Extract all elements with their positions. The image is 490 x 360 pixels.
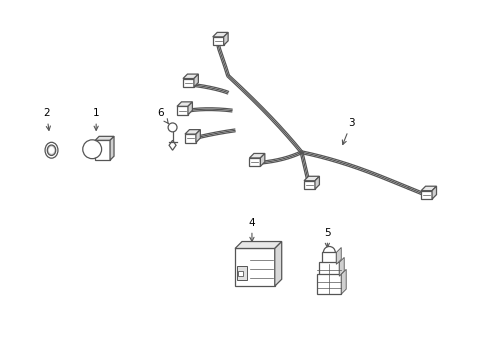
- Polygon shape: [235, 242, 282, 248]
- Polygon shape: [223, 32, 228, 45]
- Text: 2: 2: [43, 108, 50, 130]
- Bar: [237, 266, 247, 280]
- Bar: [95, 140, 110, 160]
- Bar: [213, 37, 223, 45]
- Polygon shape: [339, 257, 344, 276]
- Bar: [421, 191, 432, 199]
- Polygon shape: [95, 136, 114, 140]
- Bar: [238, 271, 243, 276]
- Polygon shape: [110, 136, 114, 160]
- Bar: [319, 262, 339, 276]
- Ellipse shape: [45, 142, 58, 158]
- Polygon shape: [432, 186, 437, 199]
- Text: 4: 4: [248, 218, 255, 242]
- Polygon shape: [275, 242, 282, 286]
- Text: 1: 1: [93, 108, 99, 130]
- Polygon shape: [183, 74, 198, 78]
- Circle shape: [168, 123, 177, 132]
- Polygon shape: [188, 102, 193, 115]
- Ellipse shape: [48, 145, 56, 156]
- Bar: [249, 158, 260, 166]
- Polygon shape: [315, 176, 319, 189]
- Polygon shape: [336, 247, 341, 264]
- Text: 3: 3: [343, 118, 354, 144]
- Circle shape: [83, 140, 101, 159]
- Bar: [177, 106, 188, 115]
- Circle shape: [323, 247, 335, 258]
- Polygon shape: [304, 176, 319, 181]
- Ellipse shape: [49, 147, 54, 154]
- Bar: [304, 181, 315, 189]
- Polygon shape: [249, 153, 265, 158]
- Polygon shape: [185, 130, 200, 134]
- Text: 5: 5: [324, 228, 331, 247]
- Polygon shape: [177, 102, 193, 106]
- Polygon shape: [213, 32, 228, 37]
- Polygon shape: [169, 140, 176, 150]
- Polygon shape: [341, 269, 346, 294]
- Polygon shape: [196, 130, 200, 143]
- Bar: [318, 274, 341, 294]
- Polygon shape: [194, 74, 198, 87]
- Polygon shape: [260, 153, 265, 166]
- Bar: [185, 134, 196, 143]
- Bar: [235, 248, 275, 286]
- Polygon shape: [421, 186, 437, 191]
- Bar: [322, 252, 336, 264]
- Bar: [183, 78, 194, 87]
- Text: 6: 6: [157, 108, 169, 123]
